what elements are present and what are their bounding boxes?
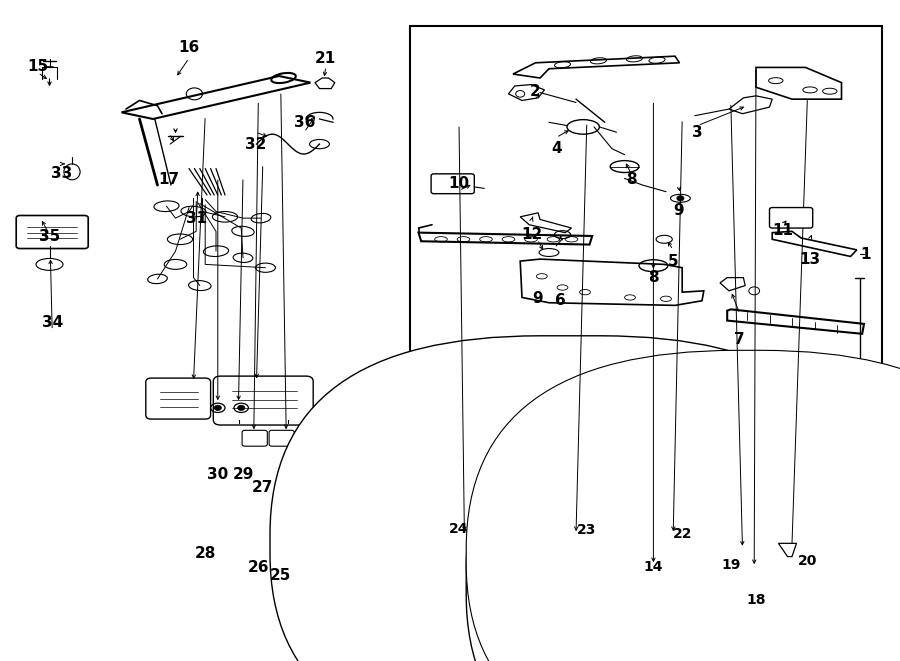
Text: 16: 16 — [178, 40, 200, 55]
Text: 17: 17 — [158, 173, 180, 187]
FancyBboxPatch shape — [213, 376, 313, 425]
FancyBboxPatch shape — [146, 378, 211, 419]
Text: 4: 4 — [551, 141, 562, 156]
Text: 24: 24 — [449, 522, 469, 536]
Circle shape — [214, 405, 221, 410]
Circle shape — [677, 196, 684, 201]
Text: 25: 25 — [270, 568, 292, 582]
Text: 33: 33 — [50, 166, 72, 180]
Text: 7: 7 — [734, 332, 745, 346]
Text: 22: 22 — [672, 527, 692, 541]
FancyBboxPatch shape — [431, 174, 474, 194]
Text: 2: 2 — [530, 84, 541, 98]
Text: 29: 29 — [232, 467, 254, 482]
Text: 11: 11 — [772, 223, 794, 237]
Text: 9: 9 — [673, 203, 684, 217]
Text: 28: 28 — [194, 547, 216, 561]
Text: 12: 12 — [521, 227, 543, 242]
FancyBboxPatch shape — [436, 531, 492, 557]
Text: 8: 8 — [626, 173, 637, 187]
Text: 5: 5 — [668, 254, 679, 268]
Text: 14: 14 — [644, 560, 663, 574]
Text: 23: 23 — [577, 523, 597, 537]
Text: 8: 8 — [648, 270, 659, 285]
Text: 21: 21 — [315, 51, 337, 65]
Text: 34: 34 — [41, 315, 63, 330]
Text: 6: 6 — [555, 293, 566, 308]
Text: 20: 20 — [797, 553, 817, 568]
Text: 36: 36 — [293, 115, 315, 130]
Circle shape — [238, 405, 245, 410]
Text: 9: 9 — [532, 292, 543, 306]
Text: 13: 13 — [799, 252, 821, 266]
FancyBboxPatch shape — [466, 350, 900, 661]
Text: 31: 31 — [185, 211, 207, 225]
FancyBboxPatch shape — [270, 336, 871, 661]
FancyBboxPatch shape — [16, 215, 88, 249]
FancyBboxPatch shape — [466, 369, 900, 661]
Text: 15: 15 — [27, 59, 49, 73]
Text: 10: 10 — [448, 176, 470, 191]
FancyBboxPatch shape — [770, 208, 813, 228]
Text: 26: 26 — [248, 560, 269, 574]
Bar — [410, 26, 882, 502]
Text: 3: 3 — [692, 125, 703, 139]
Text: 27: 27 — [252, 481, 274, 495]
Text: 18: 18 — [746, 593, 766, 607]
Text: 30: 30 — [207, 467, 229, 482]
Text: 35: 35 — [39, 229, 60, 244]
FancyBboxPatch shape — [242, 430, 267, 446]
Text: 32: 32 — [245, 137, 266, 151]
Text: 19: 19 — [721, 558, 741, 572]
Text: 1: 1 — [860, 247, 871, 262]
FancyBboxPatch shape — [269, 430, 294, 446]
